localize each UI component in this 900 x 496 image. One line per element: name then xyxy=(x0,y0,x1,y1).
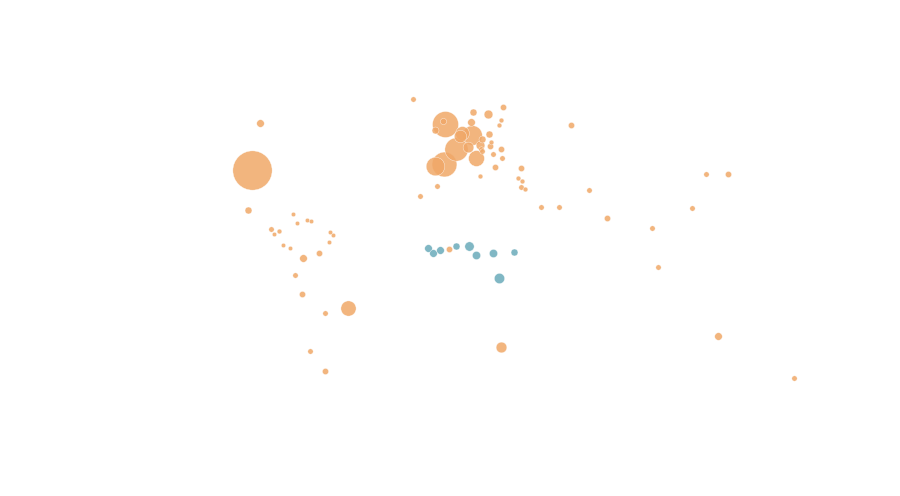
Point xyxy=(426,249,440,257)
Point xyxy=(276,241,291,248)
Point xyxy=(437,121,452,128)
Point xyxy=(406,95,420,103)
Point xyxy=(475,135,490,143)
Point xyxy=(428,163,442,171)
Point xyxy=(318,309,332,317)
Point xyxy=(494,117,508,124)
Point xyxy=(495,154,509,162)
Point xyxy=(698,170,713,178)
Point xyxy=(449,144,464,152)
Point xyxy=(473,144,488,152)
Point xyxy=(326,232,340,240)
Point xyxy=(433,247,447,254)
Point xyxy=(491,121,506,129)
Point xyxy=(651,263,665,271)
Point xyxy=(787,374,801,382)
Point xyxy=(482,110,496,118)
Point xyxy=(272,227,286,235)
Point xyxy=(534,203,548,211)
Point xyxy=(436,160,451,168)
Point xyxy=(304,217,319,225)
Point xyxy=(582,186,597,194)
Point xyxy=(464,131,479,139)
Point xyxy=(486,150,500,158)
Point xyxy=(518,185,532,192)
Point xyxy=(469,251,483,259)
Point xyxy=(711,332,725,340)
Point xyxy=(464,118,479,126)
Point xyxy=(413,192,428,200)
Point xyxy=(472,172,487,180)
Point xyxy=(267,230,282,238)
Point xyxy=(300,216,314,224)
Point xyxy=(461,143,475,151)
Point xyxy=(486,249,500,257)
Point xyxy=(241,206,256,214)
Point xyxy=(645,224,660,232)
Point xyxy=(483,142,498,150)
Point xyxy=(483,138,498,146)
Point xyxy=(454,129,469,137)
Point xyxy=(318,368,332,375)
Point xyxy=(599,214,614,222)
Point xyxy=(494,343,508,351)
Point xyxy=(303,347,318,355)
Point xyxy=(311,249,326,257)
Point xyxy=(442,246,456,253)
Point xyxy=(482,129,497,137)
Point xyxy=(449,242,464,249)
Point xyxy=(296,254,310,262)
Point xyxy=(453,132,467,140)
Point xyxy=(473,141,488,149)
Point xyxy=(245,166,259,174)
Point xyxy=(436,118,450,125)
Point xyxy=(474,147,489,155)
Point xyxy=(428,126,442,134)
Point xyxy=(294,291,309,299)
Point xyxy=(430,183,445,190)
Point xyxy=(420,244,435,252)
Point xyxy=(494,145,508,153)
Point xyxy=(462,243,476,250)
Point xyxy=(288,271,302,279)
Point xyxy=(469,154,483,162)
Point xyxy=(341,304,356,311)
Point xyxy=(515,177,529,185)
Point xyxy=(491,274,506,282)
Point xyxy=(264,226,278,234)
Point xyxy=(284,244,298,252)
Point xyxy=(253,119,267,126)
Point xyxy=(290,219,304,227)
Point xyxy=(685,204,699,212)
Point xyxy=(510,174,525,182)
Point xyxy=(514,184,528,191)
Point xyxy=(465,109,480,117)
Point xyxy=(552,203,566,211)
Point xyxy=(322,238,337,246)
Point xyxy=(322,228,337,236)
Point xyxy=(563,122,578,129)
Point xyxy=(285,210,300,218)
Point xyxy=(721,170,735,178)
Point xyxy=(507,248,521,256)
Point xyxy=(514,164,528,172)
Point xyxy=(488,163,502,171)
Point xyxy=(495,103,509,111)
